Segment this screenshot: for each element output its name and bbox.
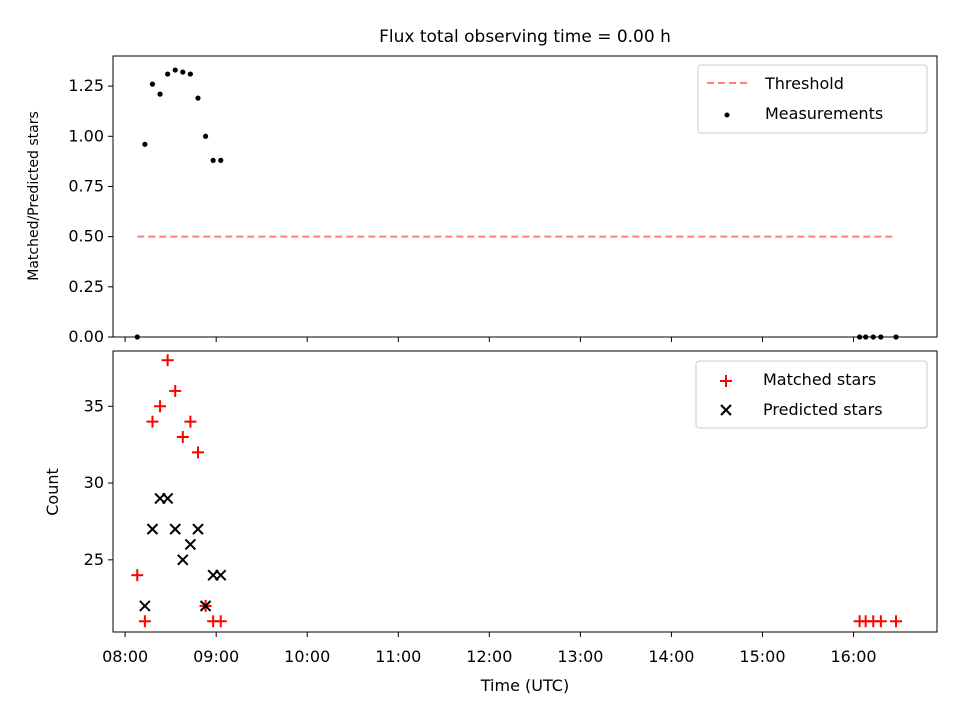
matched-stars-point (874, 615, 887, 628)
matched-stars-point (154, 400, 167, 413)
x-tick-label: 10:00 (284, 647, 330, 666)
legend-matched-swatch (720, 375, 732, 387)
bottom-legend-box (695, 360, 928, 429)
matched-stars-point (138, 615, 151, 628)
matched-stars-point (184, 415, 197, 428)
legend-predicted-label: Predicted stars (763, 400, 883, 419)
top-y-ticks: 0.00 0.25 0.50 0.75 1.00 1.25 (68, 76, 113, 346)
y-tick-label: 0.00 (68, 327, 104, 346)
bottom-axes-frame (112, 350, 938, 633)
y-tick-label: 25 (84, 550, 104, 569)
legend-predicted-swatch (720, 404, 732, 416)
x-tick-label: 08:00 (102, 647, 148, 666)
bottom-ylabel: Count (43, 468, 62, 516)
measurements-point (149, 81, 156, 87)
top-legend-box (697, 64, 928, 134)
count-panel: Count Time (UTC) 25 30 35 08:00 09:00 10:00 1… (43, 350, 938, 695)
measurements-point (157, 91, 163, 97)
matched-stars-point (214, 615, 227, 628)
predicted-stars-point (146, 523, 159, 535)
y-tick-label: 1.25 (68, 76, 104, 95)
x-tick-label: 11:00 (375, 647, 421, 666)
x-tick-label: 12:00 (466, 647, 512, 666)
matched-stars-point (169, 384, 182, 397)
measurements-point (210, 157, 216, 163)
bottom-plot-marks (131, 354, 903, 628)
measurements-point (165, 71, 171, 77)
bottom-x-ticks: 08:00 09:00 10:00 11:00 12:00 13:00 14:00 15:00… (102, 632, 877, 666)
top-axes-frame (112, 55, 938, 338)
matched-stars-point (176, 430, 189, 443)
legend-measurements-swatch (724, 112, 730, 118)
top-plot-marks (134, 67, 899, 340)
x-tick-label: 15:00 (739, 647, 785, 666)
predicted-stars-point (192, 523, 204, 535)
predicted-stars-point (139, 600, 151, 612)
measurements-point (218, 157, 224, 163)
y-tick-label: 30 (84, 473, 104, 492)
predicted-stars-point (177, 554, 189, 566)
measurements-point (195, 95, 201, 101)
y-tick-label: 0.75 (68, 176, 104, 195)
bottom-legend: Matched stars Predicted stars (695, 360, 928, 429)
x-tick-label: 13:00 (557, 647, 603, 666)
x-tick-label: 16:00 (830, 647, 876, 666)
predicted-stars-point (215, 569, 227, 581)
chart-title: Flux total observing time = 0.00 h (379, 27, 671, 47)
y-tick-label: 0.50 (68, 227, 104, 246)
x-tick-label: 14:00 (648, 647, 694, 666)
measurements-point (202, 133, 209, 139)
matched-stars-point (191, 446, 204, 459)
bottom-y-ticks: 25 30 35 (84, 396, 113, 569)
measurements-point (187, 71, 193, 77)
measurements-point (142, 141, 148, 147)
matched-stars-point (146, 415, 159, 428)
predicted-stars-point (161, 492, 174, 505)
legend-measurements-label: Measurements (765, 104, 883, 123)
flux-ratio-panel: Flux total observing time = 0.00 h Match… (26, 27, 938, 346)
measurements-point (172, 67, 178, 73)
predicted-stars-point (199, 600, 212, 612)
matched-stars-point (890, 615, 903, 628)
legend-matched-label: Matched stars (763, 370, 876, 389)
legend-threshold-label: Threshold (764, 74, 844, 93)
top-ylabel: Matched/Predicted stars (26, 111, 42, 281)
top-legend: Threshold Measurements (697, 64, 928, 134)
y-tick-label: 1.00 (68, 126, 104, 145)
matched-stars-point (131, 569, 144, 582)
measurements-point (180, 69, 186, 75)
predicted-stars-point (184, 538, 197, 551)
y-tick-label: 35 (84, 396, 104, 415)
bottom-xlabel: Time (UTC) (480, 676, 569, 695)
top-x-ticks (124, 337, 855, 342)
x-tick-label: 09:00 (193, 647, 239, 666)
y-tick-label: 0.25 (68, 277, 104, 296)
matched-stars-point (161, 354, 174, 367)
predicted-stars-point (169, 523, 181, 535)
